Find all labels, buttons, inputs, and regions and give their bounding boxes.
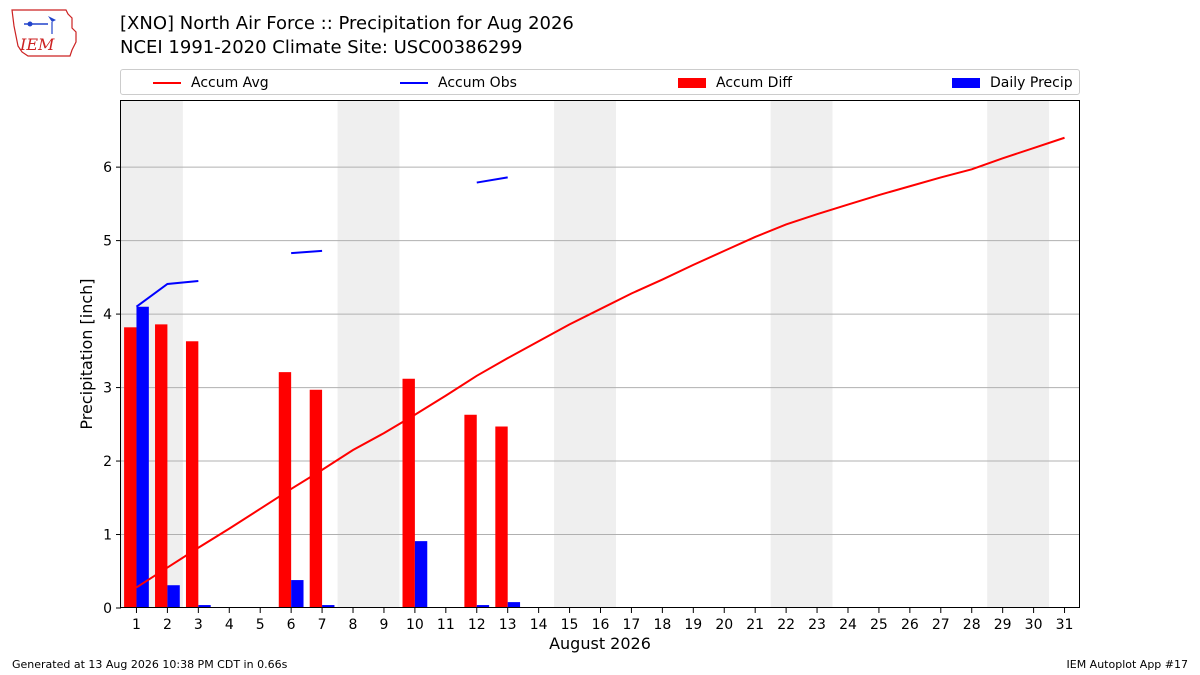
weekend-shade bbox=[337, 101, 400, 608]
x-tick-label: 4 bbox=[225, 617, 234, 633]
accum-diff-bar bbox=[402, 378, 415, 608]
accum-diff-bar bbox=[185, 341, 199, 608]
y-tick-label: 5 bbox=[103, 234, 112, 250]
x-tick-label: 22 bbox=[777, 617, 795, 633]
daily-precip-bar bbox=[167, 585, 180, 608]
legend-label-accum-avg: Accum Avg bbox=[191, 75, 269, 91]
daily-precip-bar bbox=[322, 605, 335, 608]
x-tick-label: 18 bbox=[653, 617, 671, 633]
legend-swatch-daily-precip bbox=[952, 78, 980, 88]
accum-diff-bar bbox=[155, 324, 168, 608]
legend-swatch-accum-obs bbox=[400, 82, 428, 84]
x-tick-label: 31 bbox=[1056, 617, 1074, 633]
accum-diff-bar bbox=[309, 389, 323, 608]
y-tick-label: 2 bbox=[103, 454, 112, 470]
accum-diff-bar bbox=[495, 426, 508, 608]
x-tick-label: 9 bbox=[379, 617, 388, 633]
x-tick-label: 11 bbox=[437, 617, 455, 633]
x-tick-label: 14 bbox=[530, 617, 548, 633]
daily-precip-bar bbox=[414, 541, 428, 608]
x-tick-label: 10 bbox=[406, 617, 424, 633]
legend-label-accum-obs: Accum Obs bbox=[438, 75, 517, 91]
legend-item-accum-avg: Accum Avg bbox=[153, 74, 269, 92]
accum-obs-line bbox=[291, 249, 323, 255]
x-tick-label: 16 bbox=[592, 617, 610, 633]
legend-item-accum-obs: Accum Obs bbox=[400, 74, 517, 92]
x-axis-label: August 2026 bbox=[549, 634, 651, 653]
weekend-shade bbox=[770, 101, 833, 608]
daily-precip-bar bbox=[476, 605, 490, 608]
x-tick-label: 3 bbox=[194, 617, 203, 633]
x-tick-label: 7 bbox=[318, 617, 327, 633]
daily-precip-bar bbox=[198, 605, 211, 608]
x-tick-label: 24 bbox=[839, 617, 857, 633]
accum-diff-bar bbox=[124, 327, 137, 608]
x-tick-label: 5 bbox=[256, 617, 265, 633]
accum-obs-line bbox=[135, 280, 199, 308]
legend-swatch-accum-avg bbox=[153, 82, 181, 84]
x-tick-label: 26 bbox=[901, 617, 919, 633]
accum-obs-line bbox=[476, 176, 508, 184]
accum-diff-bar bbox=[464, 414, 477, 608]
legend-item-accum-diff: Accum Diff bbox=[678, 74, 792, 92]
legend-label-daily-precip: Daily Precip bbox=[990, 75, 1073, 91]
accum-avg-line bbox=[135, 136, 1065, 589]
x-tick-label: 29 bbox=[994, 617, 1012, 633]
y-tick-label: 6 bbox=[103, 160, 112, 176]
legend-swatch-accum-diff bbox=[678, 78, 706, 88]
y-tick-label: 4 bbox=[103, 307, 112, 323]
x-tick-label: 17 bbox=[623, 617, 641, 633]
legend-label-accum-diff: Accum Diff bbox=[716, 75, 793, 91]
x-tick-label: 15 bbox=[561, 617, 579, 633]
x-tick-label: 25 bbox=[870, 617, 888, 633]
accum-diff-bar bbox=[278, 372, 292, 608]
x-tick-label: 12 bbox=[468, 617, 486, 633]
x-tick-label: 20 bbox=[715, 617, 733, 633]
y-tick-label: 0 bbox=[103, 601, 112, 617]
daily-precip-bar bbox=[507, 602, 521, 608]
x-tick-label: 19 bbox=[684, 617, 702, 633]
x-tick-label: 2 bbox=[163, 617, 172, 633]
y-tick-label: 1 bbox=[103, 528, 112, 544]
x-tick-label: 28 bbox=[963, 617, 981, 633]
x-tick-label: 13 bbox=[499, 617, 517, 633]
x-tick-label: 23 bbox=[808, 617, 826, 633]
x-tick-label: 8 bbox=[349, 617, 358, 633]
weekend-shade bbox=[987, 101, 1050, 608]
legend-item-daily-precip: Daily Precip bbox=[952, 74, 1073, 92]
footer-app: IEM Autoplot App #17 bbox=[1066, 658, 1189, 671]
x-tick-label: 30 bbox=[1025, 617, 1043, 633]
footer-generated: Generated at 13 Aug 2026 10:38 PM CDT in… bbox=[12, 658, 288, 671]
chart-subtitle: NCEI 1991-2020 Climate Site: USC00386299 bbox=[120, 37, 523, 58]
daily-precip-bar bbox=[291, 580, 304, 608]
x-tick-label: 6 bbox=[287, 617, 296, 633]
plot-frame bbox=[120, 100, 1080, 608]
chart-title: [XNO] North Air Force :: Precipitation f… bbox=[120, 13, 574, 34]
iem-logo: IEM bbox=[11, 9, 77, 57]
legend: Accum Avg Accum Obs Accum Diff Daily Pre… bbox=[120, 69, 1080, 95]
x-tick-label: 21 bbox=[746, 617, 764, 633]
y-axis-label: Precipitation [inch] bbox=[77, 278, 96, 429]
weekend-shade bbox=[554, 101, 616, 608]
y-tick-label: 3 bbox=[103, 381, 112, 397]
x-tick-label: 27 bbox=[932, 617, 950, 633]
logo-text: IEM bbox=[19, 35, 55, 54]
daily-precip-bar bbox=[136, 306, 149, 608]
x-tick-label: 1 bbox=[132, 617, 141, 633]
